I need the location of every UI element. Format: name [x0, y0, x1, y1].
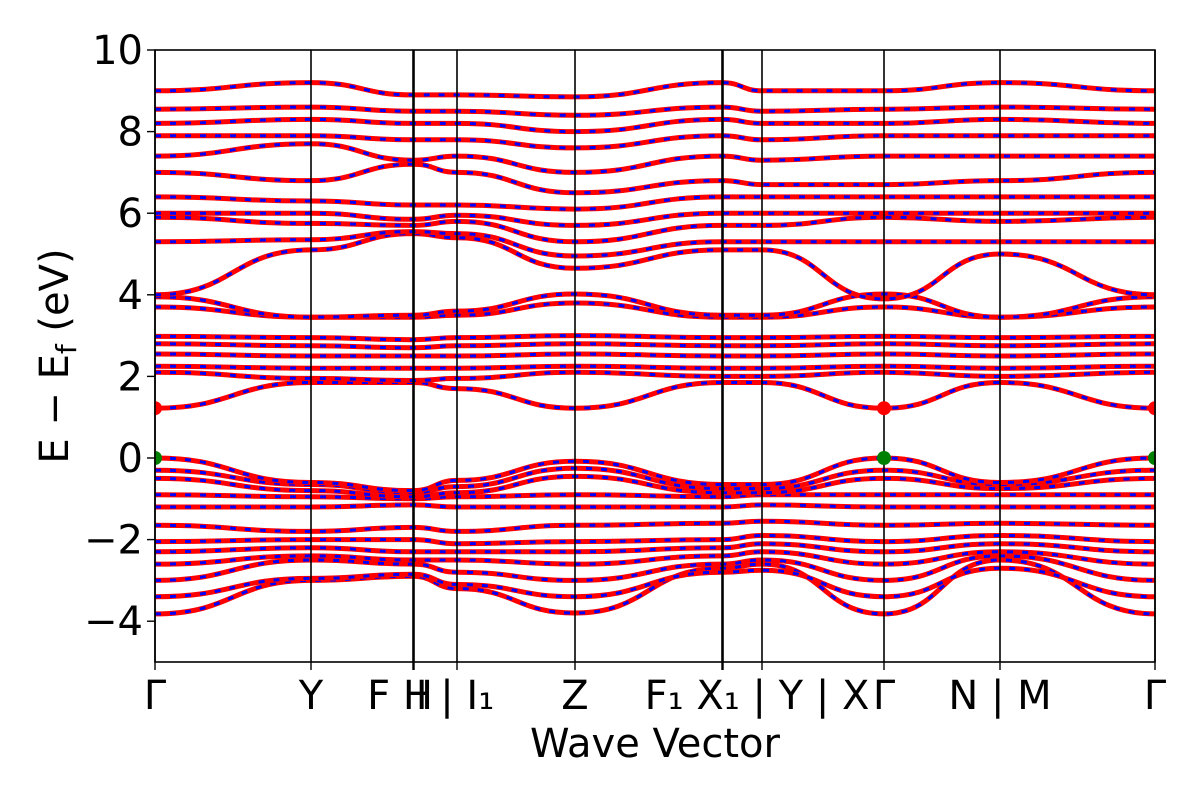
y-tick-label-1: −2: [84, 518, 143, 564]
band-line-blue-20: [155, 232, 1155, 301]
band-line-blue-8: [155, 493, 1155, 501]
band-line-blue-17: [155, 334, 1155, 342]
y-tick-label-7: 10: [92, 28, 143, 74]
extremum-marker-2: [1148, 401, 1155, 416]
band-line-blue-26: [155, 142, 1155, 174]
extremum-marker-0: [155, 401, 162, 416]
x-tick-label-5: F₁ X₁ | Y | X: [645, 673, 870, 719]
extremum-marker-3: [155, 451, 162, 465]
x-tick-label-2: F H: [367, 673, 433, 719]
y-tick-label-4: 4: [118, 273, 143, 319]
band-line-red-19: [155, 291, 1155, 320]
x-tick-label-4: Z: [561, 673, 588, 719]
band-line-blue-16: [155, 342, 1155, 350]
band-line-blue-1: [155, 566, 1155, 599]
bands-layer: [155, 80, 1155, 617]
x-tick-label-6: Γ: [873, 673, 896, 719]
band-line-blue-30: [155, 81, 1155, 99]
extremum-marker-1: [877, 401, 891, 416]
band-line-red-4: [155, 541, 1155, 555]
band-line-blue-13: [155, 370, 1155, 383]
plot-frame: [154, 49, 1156, 663]
y-axis-label: E − Ef (eV): [32, 248, 83, 463]
x-tick-label-8: Γ: [1144, 673, 1167, 719]
x-tick-label-3: I | I₁: [416, 673, 495, 719]
y-tick-label-5: 6: [118, 191, 143, 237]
band-line-blue-12: [155, 380, 1155, 410]
band-line-blue-25: [155, 162, 1155, 195]
y-tick-label-6: 8: [118, 110, 143, 156]
extrema-markers: [155, 401, 1155, 465]
y-tick-label-3: 2: [118, 354, 143, 400]
band-line-red-29: [155, 104, 1155, 118]
band-line-blue-22: [155, 215, 1155, 244]
x-axis-label: Wave Vector: [530, 721, 781, 767]
x-tick-label-7: N | M: [948, 673, 1051, 719]
band-line-red-24: [155, 194, 1155, 212]
y-axis-ticks: −4 −2 0 2 4 6 8 10: [84, 28, 155, 645]
band-line-blue-21: [155, 230, 1155, 258]
y-tick-label-0: −4: [84, 599, 143, 645]
band-line-blue-14: [155, 364, 1155, 370]
extremum-marker-5: [1148, 451, 1155, 465]
y-tick-label-2: 0: [118, 436, 143, 482]
extremum-marker-4: [877, 451, 891, 465]
band-line-blue-6: [155, 519, 1155, 533]
x-tick-label-0: Γ: [144, 673, 167, 719]
band-line-blue-3: [155, 550, 1155, 566]
band-line-red-2: [155, 553, 1155, 583]
band-line-blue-15: [155, 352, 1155, 358]
band-line-red-5: [155, 532, 1155, 547]
band-line-blue-0: [155, 558, 1155, 616]
band-line-blue-7: [155, 503, 1155, 509]
band-line-red-28: [155, 116, 1155, 135]
x-tick-label-1: Y: [298, 673, 324, 719]
band-line-red-23: [155, 210, 1155, 228]
band-line-blue-11: [155, 456, 1155, 493]
band-line-blue-9: [155, 474, 1155, 499]
band-line-red-27: [155, 133, 1155, 151]
